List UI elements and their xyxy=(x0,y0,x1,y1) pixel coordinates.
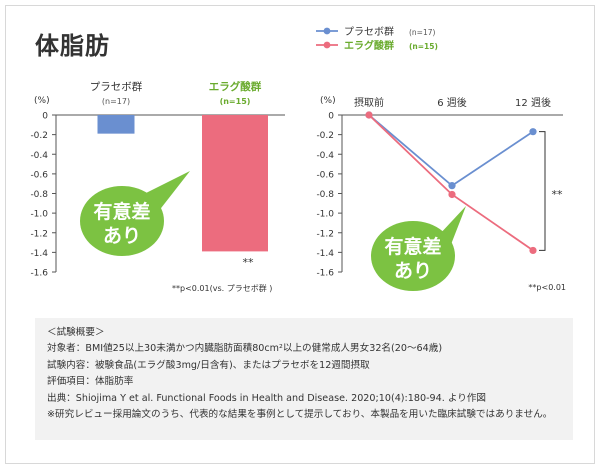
legend-marker-ellagic xyxy=(323,41,331,49)
bar-category-label: エラグ酸群 xyxy=(209,80,262,93)
line-point-placebo xyxy=(448,182,456,190)
line-y-tick-label: -1.2 xyxy=(316,229,334,239)
legend-marker-placebo xyxy=(323,27,331,35)
summary-item: 評価項目：体脂肪率 xyxy=(47,376,134,388)
line-point-ellagic xyxy=(365,111,373,119)
line-significance-bracket xyxy=(539,131,546,251)
badge-text-line1: 有意差 xyxy=(384,235,441,258)
line-x-tick-label: 6 週後 xyxy=(437,96,467,109)
line-y-tick-label: -0.4 xyxy=(316,151,334,161)
legend-label: プラセボ群 xyxy=(344,25,394,38)
summary-heading: ＜試験概要＞ xyxy=(47,327,105,338)
bar-y-tick-label: -0.2 xyxy=(30,131,48,141)
line-x-tick-label: 摂取前 xyxy=(354,96,384,109)
summary-source: 出典：Shiojima Y et al. Functional Foods in… xyxy=(47,392,487,404)
line-point-ellagic xyxy=(529,246,537,255)
line-y-unit: (%) xyxy=(320,96,336,106)
line-y-tick-label: -0.2 xyxy=(316,131,334,141)
badge-text-line1: 有意差 xyxy=(93,200,150,223)
bar-significance-mark: ** xyxy=(243,256,255,269)
bar-placebo xyxy=(97,115,135,134)
bar-y-tick-label: -0.6 xyxy=(30,170,48,180)
badge-text-line2: あり xyxy=(103,225,141,247)
bar-category-n: (n=15) xyxy=(220,97,251,106)
summary-subjects: 対象者：BMI値25以上30未満かつ内臓脂肪面積80cm²以上の健常成人男女32… xyxy=(47,343,443,355)
bar-ellagic xyxy=(202,115,268,252)
badge-text-line2: あり xyxy=(394,260,432,282)
bar-y-tick-label: -0.4 xyxy=(30,151,48,161)
bar-category-n: (n=17) xyxy=(102,97,130,106)
line-y-tick-label: -1.0 xyxy=(316,210,334,220)
bar-y-tick-label: -1.4 xyxy=(30,249,48,259)
summary-disclaimer: ※研究レビュー採用論文のうち、代表的な結果を事例として提示しており、本製品を用い… xyxy=(47,409,553,421)
line-footnote: **p<0.01 xyxy=(528,283,566,292)
summary-content: 試験内容：被験食品(エラグ酸3mg/日含有)、またはプラセボを12週間摂取 xyxy=(47,359,370,371)
legend-n-label: (n=17) xyxy=(409,28,436,37)
bar-footnote: **p<0.01(vs. プラセボ群 ) xyxy=(172,283,272,293)
bar-y-tick-label: -1.6 xyxy=(30,269,48,279)
page-title: 体脂肪 xyxy=(35,32,110,60)
bar-category-label: プラセボ群 xyxy=(90,80,143,93)
line-y-tick-label: -0.8 xyxy=(316,190,334,200)
line-point-placebo xyxy=(529,128,537,136)
line-x-tick-label: 12 週後 xyxy=(515,96,551,109)
bar-y-tick-label: -0.8 xyxy=(30,190,48,200)
line-series-placebo xyxy=(368,114,534,187)
bar-y-tick-label: -1.0 xyxy=(30,210,48,220)
line-y-tick-label: -1.6 xyxy=(316,269,334,279)
line-y-tick-label: 0 xyxy=(328,112,334,122)
badge-bubble-right xyxy=(371,221,455,291)
legend-label: エラグ酸群 xyxy=(344,39,394,52)
line-y-tick-label: -0.6 xyxy=(316,170,334,180)
study-summary-box: ＜試験概要＞ 対象者：BMI値25以上30未満かつ内臓脂肪面積80cm²以上の健… xyxy=(35,318,573,440)
bar-y-tick-label: 0 xyxy=(42,112,48,122)
bar-y-tick-label: -1.2 xyxy=(30,229,48,239)
line-significance-mark: ** xyxy=(552,188,564,201)
line-point-ellagic xyxy=(448,190,456,199)
legend-n-label: (n=15) xyxy=(409,42,438,51)
badge-bubble-left xyxy=(80,186,164,256)
bar-y-unit: (%) xyxy=(34,96,50,106)
line-y-tick-label: -1.4 xyxy=(316,249,334,259)
